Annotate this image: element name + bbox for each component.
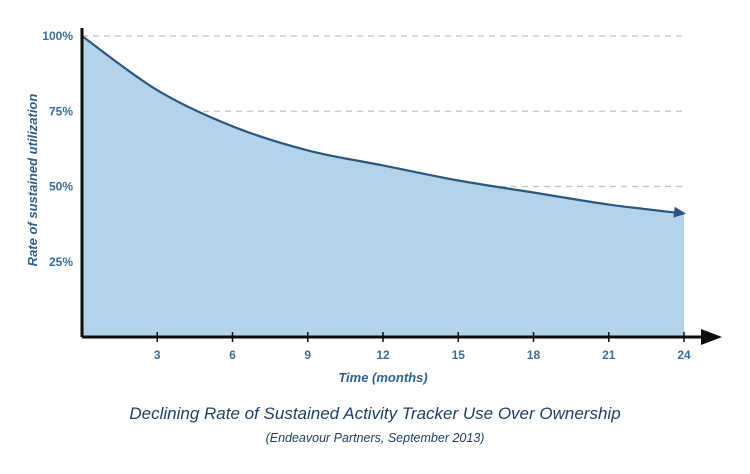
y-tick-label: 100% (42, 29, 73, 43)
x-tick-label: 12 (376, 348, 390, 362)
x-tick-label: 21 (602, 348, 616, 362)
x-tick-label: 15 (452, 348, 466, 362)
y-tick-label: 25% (49, 255, 73, 269)
y-axis-label: Rate of sustained utilization (25, 94, 40, 267)
line-arrowhead (673, 206, 686, 218)
caption-source: (Endeavour Partners, September 2013) (265, 431, 485, 445)
y-tick-label: 75% (49, 104, 73, 118)
y-tick-labels: 25% 50% 75% 100% (42, 29, 73, 269)
axes (80, 28, 722, 345)
y-tick-label: 50% (49, 180, 73, 194)
x-tick-label: 24 (677, 348, 691, 362)
caption-title: Declining Rate of Sustained Activity Tra… (129, 404, 621, 423)
x-axis-arrow (701, 329, 722, 345)
area-fill (82, 36, 684, 337)
x-tick-label: 9 (304, 348, 311, 362)
x-tick-label: 6 (229, 348, 236, 362)
series-line (81, 35, 685, 215)
x-tick-label: 3 (154, 348, 161, 362)
x-tick-labels: 3 6 9 12 15 18 21 24 (154, 348, 691, 362)
x-axis-label: Time (months) (338, 370, 427, 385)
x-tick-label: 18 (527, 348, 541, 362)
chart-svg: 25% 50% 75% 100% 3 6 9 12 15 18 21 24 Time (months… (25, 28, 722, 385)
